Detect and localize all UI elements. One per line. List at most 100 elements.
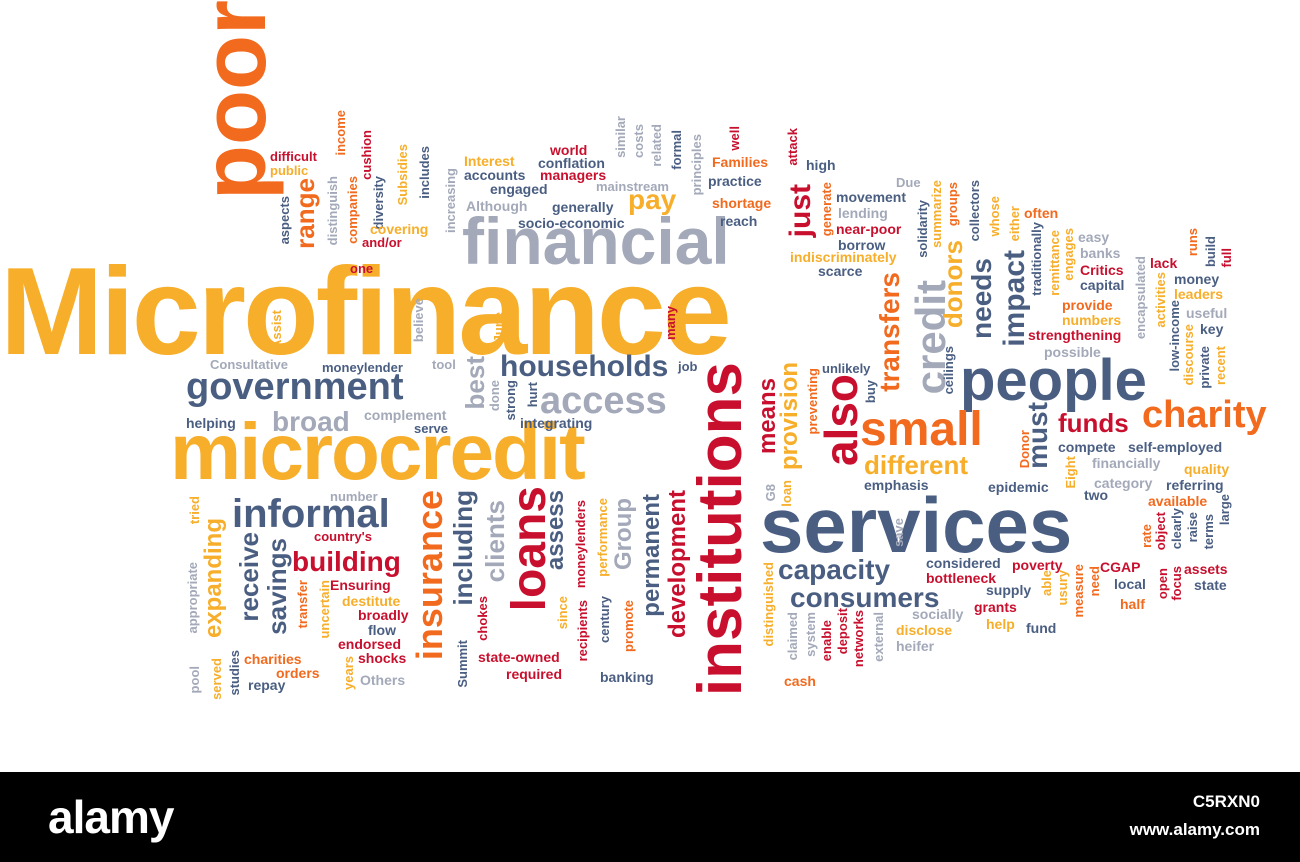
word: usury [1055, 570, 1070, 606]
word: Although [466, 198, 528, 214]
word: help [986, 616, 1015, 632]
word: collectors [967, 180, 982, 242]
word: provide [1062, 297, 1113, 313]
word: world [550, 142, 588, 158]
word: deposit [835, 608, 850, 655]
word: activities [1153, 272, 1168, 328]
word: quality [1184, 461, 1230, 477]
word: transfer [295, 580, 310, 629]
word: cash [784, 673, 816, 689]
word: socially [912, 606, 964, 622]
word: leaders [1174, 286, 1224, 302]
word: uncertain [317, 580, 332, 639]
word: recent [1213, 346, 1228, 386]
word: groups [945, 182, 960, 227]
word: open [1155, 568, 1170, 600]
word: preventing [805, 368, 820, 435]
word: CGAP [1100, 559, 1141, 575]
word: pay [628, 184, 677, 215]
word: transfers [874, 272, 905, 392]
word: shortage [712, 195, 772, 211]
word: broad [272, 406, 350, 437]
word: strengthening [1028, 327, 1122, 343]
word: best [460, 356, 490, 410]
word: poverty [1012, 557, 1063, 573]
word: save [891, 518, 906, 547]
word: engaged [490, 181, 548, 197]
word: cushion [359, 130, 374, 180]
word: G8 [763, 484, 778, 502]
word: Families [712, 154, 769, 170]
word: includes [417, 146, 432, 199]
word: assess [542, 490, 569, 571]
word: capacity [778, 554, 891, 585]
word: local [1114, 576, 1146, 592]
word: served [209, 658, 224, 700]
word: permanent [638, 494, 665, 617]
word: income [333, 110, 348, 156]
word: appropriate [185, 562, 200, 634]
word: loan [779, 480, 794, 507]
word: and/or [362, 235, 402, 250]
word: object [1153, 512, 1168, 551]
word: claimed [785, 612, 800, 661]
word: recipients [575, 600, 590, 662]
word: able [1039, 570, 1054, 597]
word: supply [986, 582, 1032, 598]
word: generate [819, 182, 834, 237]
word: whose [987, 196, 1002, 237]
word: orders [276, 665, 320, 681]
word: bottleneck [926, 570, 997, 586]
word: building [292, 546, 401, 577]
word: mainstream [596, 179, 669, 194]
word: two [1084, 487, 1109, 503]
word: serve [414, 421, 448, 436]
word: attack [785, 128, 800, 166]
word: repay [248, 677, 286, 693]
word: enable [819, 620, 834, 662]
word: socio-economic [518, 215, 625, 231]
word: self-employed [1128, 439, 1223, 455]
word: companies [345, 176, 360, 244]
alamy-logo: alamy [48, 791, 174, 843]
word: Others [360, 672, 406, 688]
word: category [1094, 475, 1153, 491]
word: fund [1026, 620, 1057, 636]
word: state [1194, 577, 1227, 593]
word: well [727, 126, 742, 151]
word: low-income [1167, 300, 1182, 372]
word: compete [1058, 439, 1116, 455]
word: tried [187, 496, 202, 525]
word: money [1174, 271, 1220, 287]
word: informal [232, 492, 390, 536]
word: lending [838, 205, 888, 221]
word: charity [1142, 394, 1267, 436]
word-cloud: Microfinance poor financial microcredit … [0, 0, 1267, 700]
word: summarize [929, 180, 944, 248]
word: grants [974, 599, 1017, 615]
word: lack [1150, 255, 1178, 271]
word: impact [998, 250, 1031, 347]
word: terms [1201, 514, 1216, 550]
word: range [290, 178, 320, 249]
word: Donor [1017, 430, 1032, 469]
word: formal [669, 130, 684, 170]
word: including [448, 490, 478, 606]
word: borrow [838, 237, 886, 253]
word: moneylender [322, 360, 403, 375]
word: principles [689, 134, 704, 196]
word: public [270, 163, 309, 178]
word: Due [896, 175, 921, 190]
word: either [1007, 206, 1022, 242]
word: state-owned [478, 649, 560, 665]
word: strong [503, 380, 518, 421]
word: movement [836, 189, 907, 205]
word: engages [1061, 228, 1076, 281]
word: build [1203, 236, 1218, 268]
word: raise [1185, 512, 1200, 543]
word: emphasis [864, 477, 929, 493]
word: since [555, 596, 570, 630]
word: similar [613, 116, 628, 158]
word: disclose [896, 622, 953, 638]
word: clearly [1169, 508, 1184, 550]
